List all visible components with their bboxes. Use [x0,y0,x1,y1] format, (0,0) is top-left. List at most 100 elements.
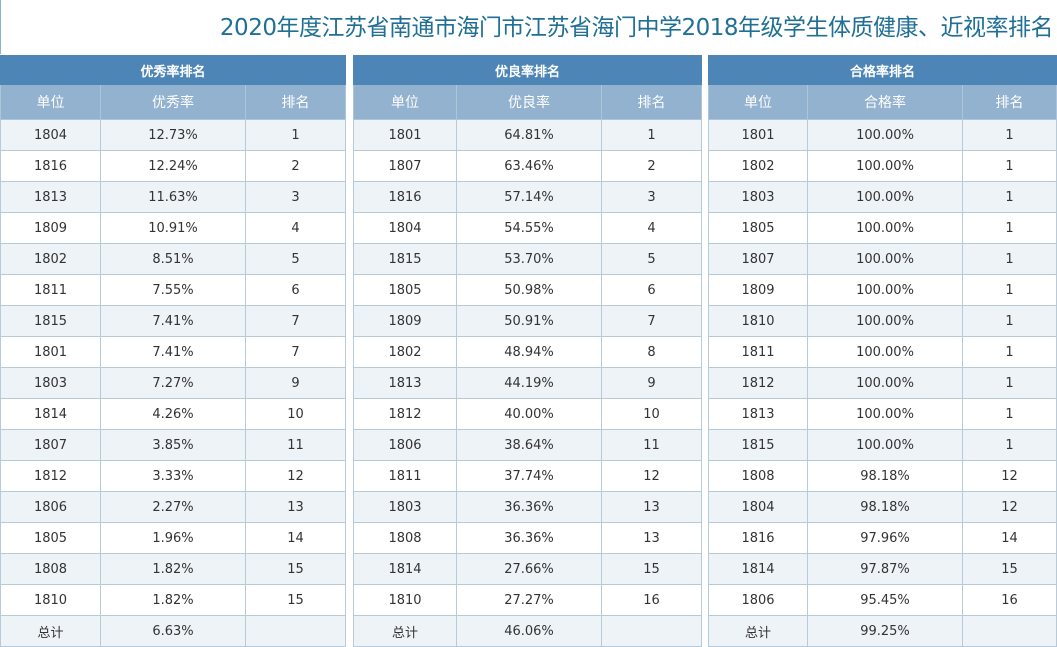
cell-rate: 3.33% [100,460,246,492]
cell-rate: 100.00% [807,274,963,306]
cell-rank: 14 [962,522,1057,554]
table-row: 1805 50.98% 6 [353,274,702,306]
column-header-rank: 排名 [962,84,1057,120]
cell-rank: 1 [601,119,702,151]
total-rate: 6.63% [100,615,246,647]
table-row: 1812 40.00% 10 [353,398,702,430]
cell-rate: 7.27% [100,367,246,399]
cell-unit: 1805 [353,274,457,306]
ranking-table: 优良率排名 单位 优良率 排名 1801 64.81% 1 1807 63.46% 2 18… [353,55,702,647]
table-row: 1812 100.00% 1 [708,367,1057,399]
cell-unit: 1807 [353,150,457,182]
cell-rank: 1 [962,367,1057,399]
cell-rank: 15 [245,553,346,585]
cell-rank: 5 [601,243,702,275]
cell-unit: 1803 [708,181,808,213]
cell-rate: 7.41% [100,305,246,337]
cell-unit: 1807 [0,429,101,461]
cell-unit: 1806 [0,491,101,523]
column-header-rate: 合格率 [807,84,963,120]
table-row: 1814 4.26% 10 [0,398,346,430]
panel-good-rate: 优良率排名 单位 优良率 排名 1801 64.81% 1 1807 63.46% 2 18… [353,55,702,647]
cell-rate: 37.74% [456,460,602,492]
table-row: 1811 37.74% 12 [353,460,702,492]
table-row: 1808 1.82% 15 [0,553,346,585]
cell-unit: 1805 [708,212,808,244]
cell-rank: 1 [962,429,1057,461]
cell-unit: 1812 [353,398,457,430]
cell-unit: 1816 [708,522,808,554]
cell-unit: 1801 [708,119,808,151]
title-bar: 2020年度江苏省南通市海门市江苏省海门中学2018年级学生体质健康、近视率排名 [0,0,1057,54]
cell-rank: 12 [962,491,1057,523]
cell-unit: 1816 [0,150,101,182]
table-row: 1802 48.94% 8 [353,336,702,368]
cell-rate: 8.51% [100,243,246,275]
table-row: 1806 2.27% 13 [0,491,346,523]
table-row: 1804 12.73% 1 [0,119,346,151]
table-row: 1805 100.00% 1 [708,212,1057,244]
cell-rank: 1 [962,119,1057,151]
cell-unit: 1804 [353,212,457,244]
cell-unit: 1813 [708,398,808,430]
cell-rank: 12 [245,460,346,492]
table-row: 1804 98.18% 12 [708,491,1057,523]
cell-rate: 100.00% [807,398,963,430]
cell-rate: 1.96% [100,522,246,554]
table-row: 1802 100.00% 1 [708,150,1057,182]
cell-rank: 1 [962,181,1057,213]
cell-unit: 1808 [353,522,457,554]
cell-rate: 100.00% [807,181,963,213]
table-row: 1807 100.00% 1 [708,243,1057,275]
cell-rank: 12 [601,460,702,492]
cell-rate: 36.36% [456,522,602,554]
cell-rank: 1 [962,398,1057,430]
column-header-rate: 优良率 [456,84,602,120]
total-rank [601,615,702,647]
cell-rank: 13 [245,491,346,523]
cell-rank: 7 [245,336,346,368]
cell-unit: 1814 [708,553,808,585]
column-header-unit: 单位 [708,84,808,120]
cell-rate: 100.00% [807,367,963,399]
cell-rank: 3 [245,181,346,213]
cell-rank: 1 [962,305,1057,337]
total-rank [245,615,346,647]
table-row: 1803 36.36% 13 [353,491,702,523]
cell-unit: 1813 [353,367,457,399]
table-row: 1805 1.96% 14 [0,522,346,554]
cell-rate: 3.85% [100,429,246,461]
cell-rank: 7 [601,305,702,337]
column-header-rank: 排名 [601,84,702,120]
cell-unit: 1816 [353,181,457,213]
cell-unit: 1809 [708,274,808,306]
cell-rank: 13 [601,491,702,523]
cell-unit: 1806 [708,584,808,616]
cell-rate: 12.24% [100,150,246,182]
cell-rank: 9 [601,367,702,399]
table-row: 1810 27.27% 16 [353,584,702,616]
table-row: 1803 7.27% 9 [0,367,346,399]
cell-rate: 27.66% [456,553,602,585]
cell-unit: 1803 [0,367,101,399]
table-row: 1813 11.63% 3 [0,181,346,213]
cell-unit: 1811 [708,336,808,368]
cell-rate: 7.41% [100,336,246,368]
table-row: 1815 100.00% 1 [708,429,1057,461]
table-row: 1801 7.41% 7 [0,336,346,368]
total-row: 总计 6.63% [0,615,346,647]
panel-title: 优秀率排名 [0,55,346,85]
table-row: 1809 50.91% 7 [353,305,702,337]
table-row: 1803 100.00% 1 [708,181,1057,213]
cell-rank: 6 [601,274,702,306]
page-title: 2020年度江苏省南通市海门市江苏省海门中学2018年级学生体质健康、近视率排名 [219,15,1054,41]
cell-unit: 1802 [0,243,101,275]
total-label: 总计 [0,615,101,647]
total-rate: 46.06% [456,615,602,647]
table-row: 1807 63.46% 2 [353,150,702,182]
cell-rate: 44.19% [456,367,602,399]
table-row: 1816 97.96% 14 [708,522,1057,554]
column-header-unit: 单位 [0,84,101,120]
cell-unit: 1802 [353,336,457,368]
cell-rate: 7.55% [100,274,246,306]
